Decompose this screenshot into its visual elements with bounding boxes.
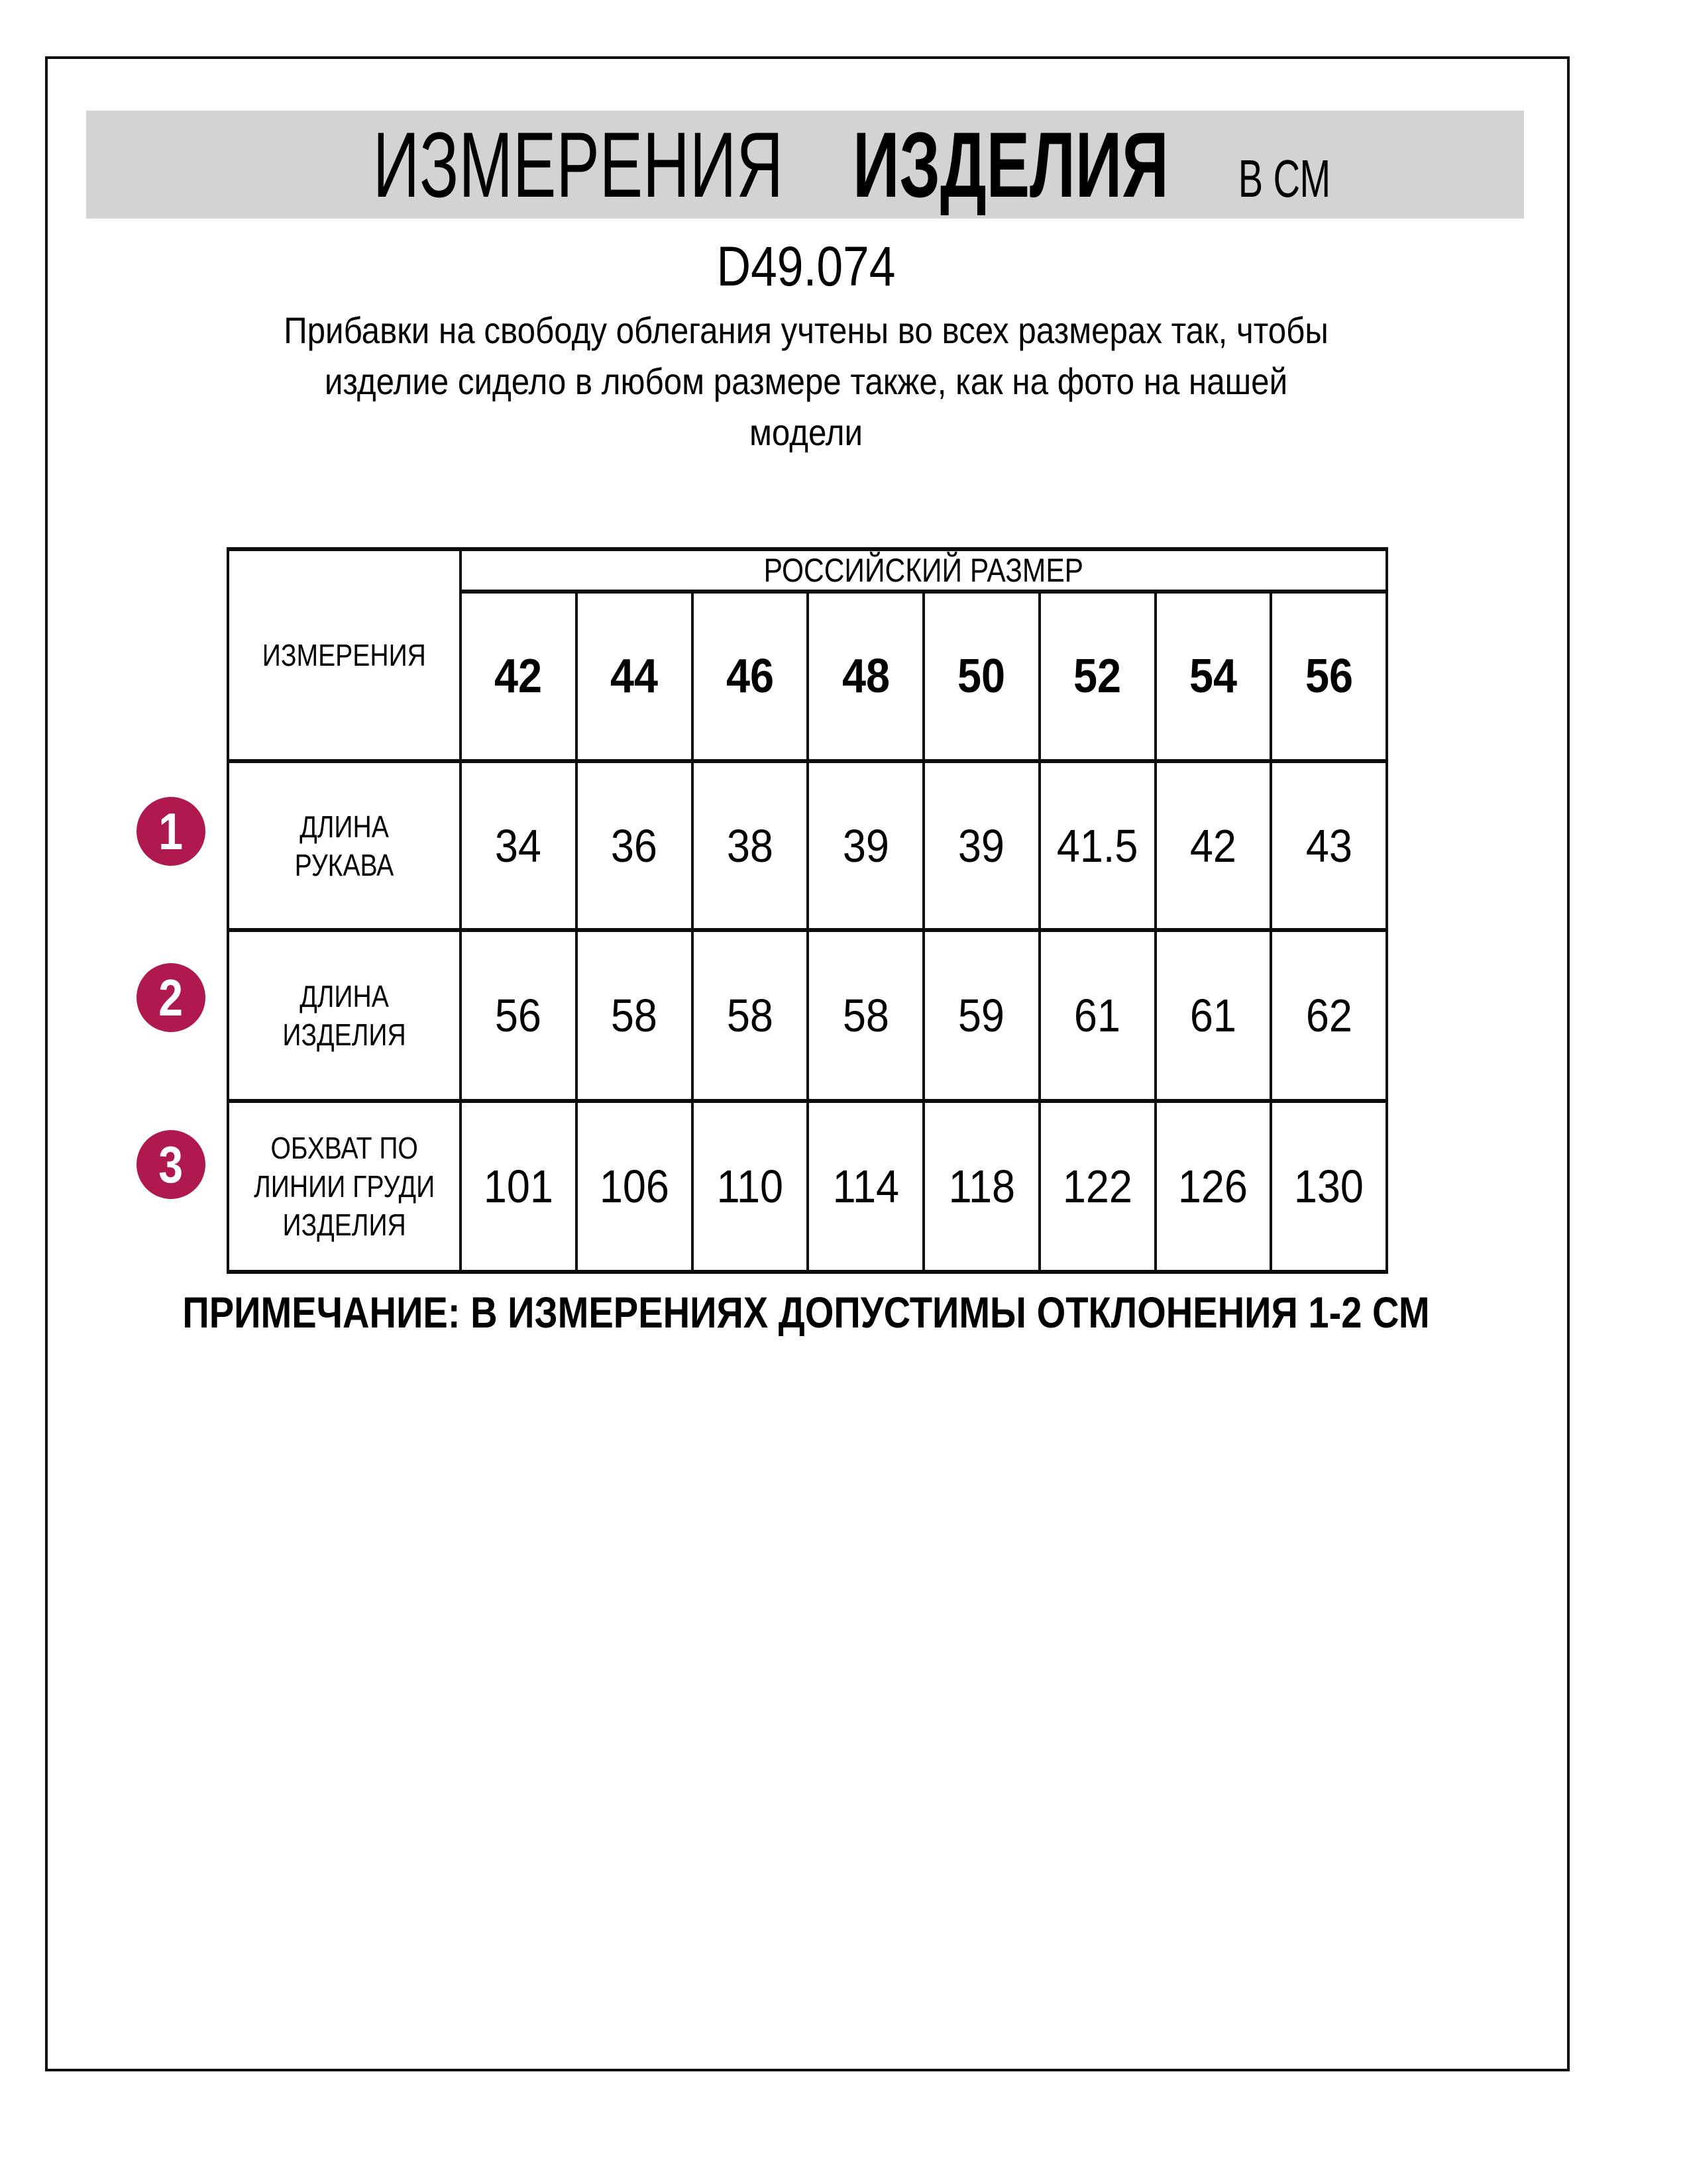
step-1-badge: 1 [136, 797, 205, 866]
size-header: 52 [1073, 650, 1122, 703]
value-cell: 58 [690, 928, 810, 1103]
value-cell: 43 [1270, 759, 1389, 932]
value: 42 [1189, 819, 1236, 872]
fit-description: Прибавки на свободу облегания учтены во … [284, 309, 1329, 453]
page-border-frame [45, 56, 1570, 2071]
size-header: 54 [1189, 650, 1237, 703]
value-cell: 39 [806, 759, 925, 932]
title-word-2: ИЗДЕЛИЯ [852, 112, 1169, 217]
value: 118 [948, 1161, 1015, 1212]
value: 58 [611, 990, 658, 1041]
step-2-badge: 2 [136, 963, 205, 1032]
value: 61 [1189, 990, 1236, 1041]
step-2-number: 2 [158, 968, 184, 1027]
value-cell: 41.5 [1038, 759, 1157, 932]
value: 61 [1074, 990, 1121, 1041]
table-row-product-length: ДЛИНА ИЗДЕЛИЯ 56 58 58 58 59 61 61 62 [227, 928, 1389, 1103]
value-cell: 130 [1270, 1099, 1389, 1274]
value-cell: 61 [1154, 928, 1273, 1103]
table-row-chest-girth: ОБХВАТ ПО ЛИНИИ ГРУДИ ИЗДЕЛИЯ 101 106 11… [227, 1099, 1389, 1274]
value: 106 [599, 1161, 669, 1212]
size-header: 50 [957, 650, 1006, 703]
value-cell: 126 [1154, 1099, 1273, 1274]
value-cell: 61 [1038, 928, 1157, 1103]
value: 34 [495, 819, 542, 872]
row-label: ДЛИНА РУКАВА [294, 809, 394, 882]
size-header-cell: 52 [1038, 590, 1157, 763]
value-cell: 110 [690, 1099, 810, 1274]
size-header: 56 [1305, 650, 1353, 703]
table-row: ИЗМЕРЕНИЯ РОССИЙСКИЙ РАЗМЕР [227, 547, 1389, 763]
size-header: 46 [726, 650, 774, 703]
row-label-cell: ДЛИНА РУКАВА [227, 759, 462, 932]
value-cell: 36 [574, 759, 694, 932]
value: 58 [726, 990, 773, 1041]
value-cell: 122 [1038, 1099, 1157, 1274]
russian-size-group-cell: РОССИЙСКИЙ РАЗМЕР [459, 547, 1389, 594]
row-label-cell: ОБХВАТ ПО ЛИНИИ ГРУДИ ИЗДЕЛИЯ [227, 1099, 462, 1274]
value-cell: 39 [922, 759, 1041, 932]
value-cell: 56 [459, 928, 578, 1103]
value: 62 [1305, 990, 1352, 1041]
value: 110 [716, 1161, 784, 1212]
value: 38 [726, 819, 773, 872]
title-unit: В СМ [1238, 148, 1330, 208]
size-header: 42 [494, 650, 543, 703]
value: 39 [958, 819, 1005, 872]
size-header: 48 [842, 650, 890, 703]
title-word-1: ИЗМЕРЕНИЯ [372, 112, 783, 217]
value-cell: 118 [922, 1099, 1041, 1274]
tolerance-note: ПРИМЕЧАНИЕ: В ИЗМЕРЕНИЯХ ДОПУСТИМЫ ОТКЛО… [182, 1288, 1430, 1337]
value-cell: 34 [459, 759, 578, 932]
value-cell: 114 [806, 1099, 925, 1274]
value: 101 [483, 1161, 553, 1212]
value: 43 [1305, 819, 1352, 872]
size-header-cell: 46 [690, 590, 810, 763]
value: 114 [832, 1161, 899, 1212]
table-row-sleeve-length: ДЛИНА РУКАВА 34 36 38 39 39 41.5 42 43 [227, 759, 1389, 932]
value-cell: 59 [922, 928, 1041, 1103]
measurements-table: ИЗМЕРЕНИЯ РОССИЙСКИЙ РАЗМЕР 42 44 46 48 … [227, 547, 1389, 1274]
table-row: 42 44 46 48 50 52 54 56 [228, 590, 1389, 763]
title-band: ИЗМЕРЕНИЯ ИЗДЕЛИЯ В СМ [86, 111, 1524, 219]
value-cell: 58 [806, 928, 925, 1103]
value-cell: 38 [690, 759, 810, 932]
value: 59 [958, 990, 1005, 1041]
size-header-cell: 50 [922, 590, 1041, 763]
row-label-cell: ДЛИНА ИЗДЕЛИЯ [227, 928, 462, 1103]
size-header-cell: 42 [459, 590, 578, 763]
measurements-corner-label: ИЗМЕРЕНИЯ [262, 638, 427, 672]
size-header-cell: 48 [806, 590, 925, 763]
row-label: ОБХВАТ ПО ЛИНИИ ГРУДИ ИЗДЕЛИЯ [253, 1131, 435, 1242]
value-cell: 101 [459, 1099, 578, 1274]
value: 56 [495, 990, 542, 1041]
step-1-number: 1 [158, 802, 184, 860]
value: 41.5 [1056, 819, 1138, 872]
measurements-corner-cell: ИЗМЕРЕНИЯ [227, 547, 462, 763]
size-header-cell: 44 [574, 590, 694, 763]
size-header: 44 [610, 650, 659, 703]
value-cell: 62 [1270, 928, 1389, 1103]
value: 58 [842, 990, 889, 1041]
russian-size-group-label: РОССИЙСКИЙ РАЗМЕР [763, 552, 1084, 589]
product-code: D49.074 [716, 235, 896, 297]
step-3-number: 3 [158, 1135, 184, 1194]
value: 39 [842, 819, 889, 872]
value-cell: 42 [1154, 759, 1273, 932]
value: 126 [1178, 1161, 1248, 1212]
value-cell: 106 [574, 1099, 694, 1274]
value: 122 [1062, 1161, 1132, 1212]
row-label: ДЛИНА ИЗДЕЛИЯ [282, 979, 406, 1052]
size-header-cell: 54 [1154, 590, 1273, 763]
value-cell: 58 [574, 928, 694, 1103]
step-3-badge: 3 [136, 1130, 205, 1199]
size-header-cell: 56 [1270, 590, 1389, 763]
page-title: ИЗМЕРЕНИЯ ИЗДЕЛИЯ В СМ [372, 112, 1330, 217]
value: 36 [611, 819, 658, 872]
value: 130 [1294, 1161, 1364, 1212]
